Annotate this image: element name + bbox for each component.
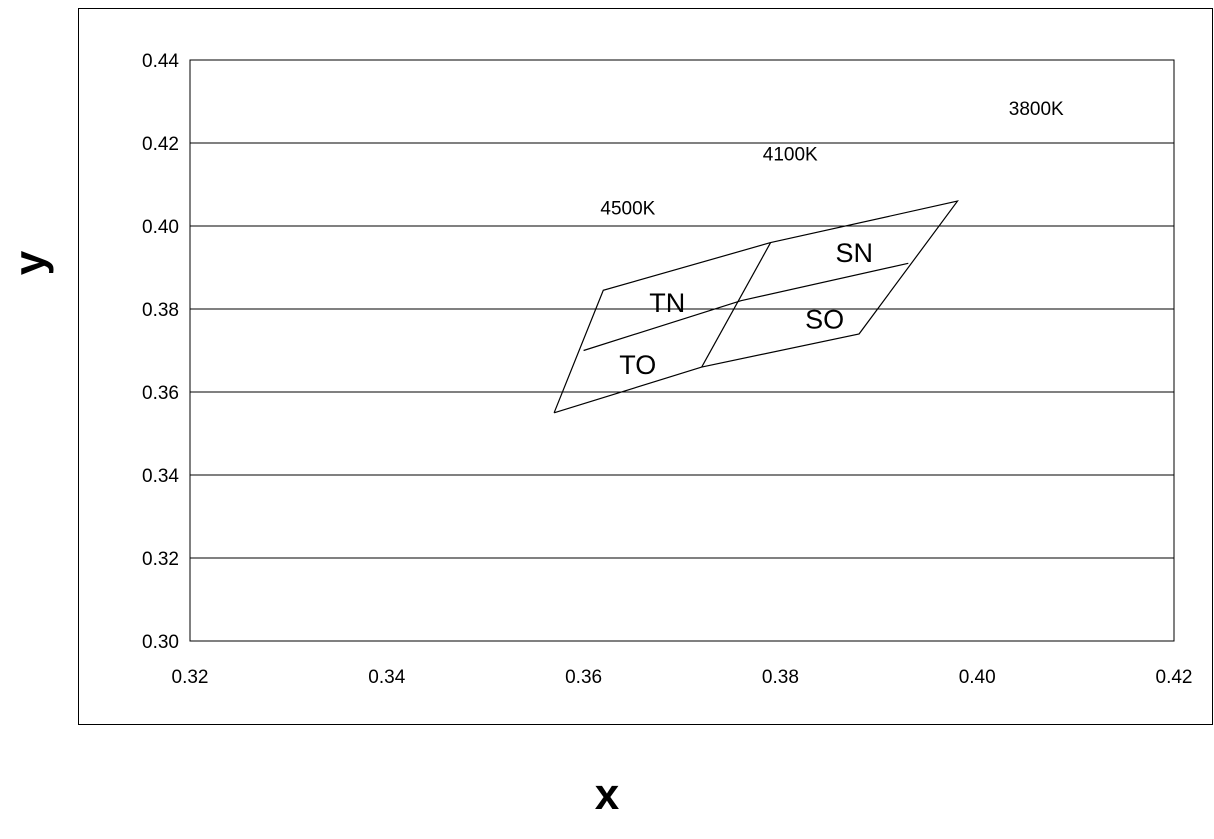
x-tick-label: 0.40 — [959, 667, 996, 688]
quadrangle-outline — [553, 200, 959, 414]
x-axis-label: x — [594, 770, 620, 819]
quadrangle-divider-2 — [701, 242, 772, 368]
x-tick-label: 0.38 — [762, 667, 799, 688]
y-axis-label-text: y — [8, 250, 55, 275]
region-label-sn: SN — [835, 238, 873, 268]
cct-label-3800k: 3800K — [1009, 99, 1064, 120]
x-tick-label: 0.36 — [565, 667, 602, 688]
y-tick-label: 0.32 — [142, 549, 179, 570]
x-tick-label: 0.34 — [368, 667, 405, 688]
y-tick-label: 0.44 — [142, 51, 179, 72]
y-tick-label: 0.36 — [142, 383, 179, 404]
chart-frame — [78, 8, 1213, 725]
y-tick-label: 0.34 — [142, 466, 179, 487]
quadrangle-divider-1 — [583, 262, 909, 352]
x-tick-label: 0.32 — [172, 667, 209, 688]
x-tick-label: 0.42 — [1156, 667, 1193, 688]
region-label-tn: TN — [649, 288, 685, 318]
region-label-so: SO — [805, 305, 844, 335]
y-tick-label: 0.30 — [142, 632, 179, 653]
cct-label-4500k: 4500K — [600, 198, 655, 219]
cct-label-4100k: 4100K — [763, 144, 818, 165]
region-label-to: TO — [619, 350, 656, 380]
y-tick-label: 0.40 — [142, 217, 179, 238]
y-axis-label: y — [6, 233, 58, 293]
y-tick-label: 0.42 — [142, 134, 179, 155]
y-tick-label: 0.38 — [142, 300, 179, 321]
plot-area — [189, 59, 1175, 642]
